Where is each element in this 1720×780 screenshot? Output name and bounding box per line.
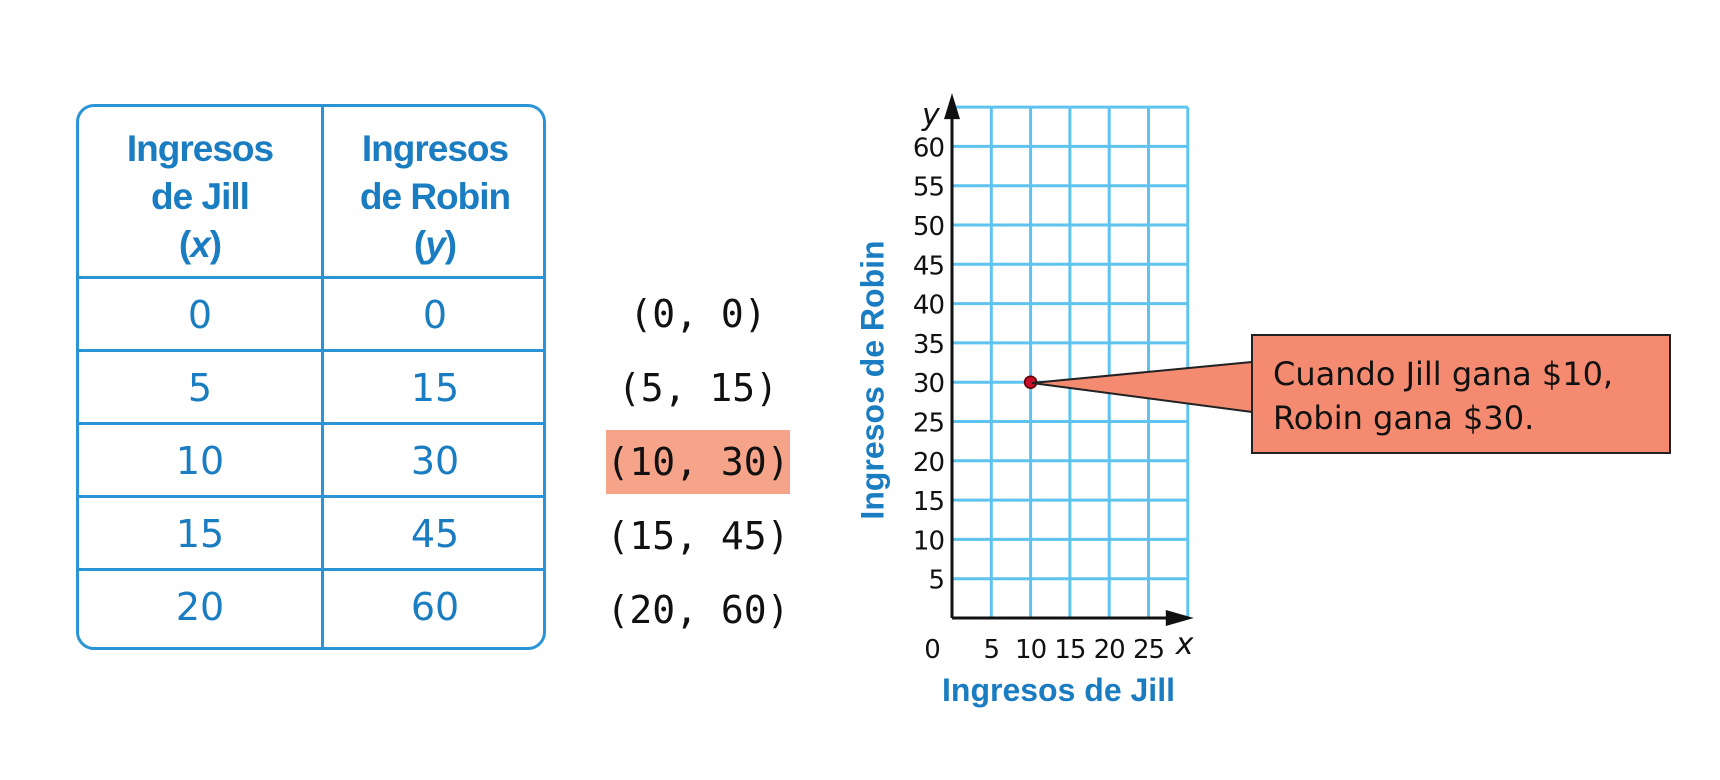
header-robin: Ingresos de Robin (y) — [324, 125, 543, 269]
x-tick-label: 0 — [924, 635, 940, 665]
table-cell-y: 0 — [422, 293, 448, 337]
table-cell-x: 0 — [187, 293, 213, 337]
table-cell-y: 60 — [410, 585, 460, 629]
y-tick-label: 55 — [913, 173, 944, 203]
data-table: Ingresos de Jill (x) Ingresos de Robin (… — [76, 104, 546, 650]
table-row-divider — [79, 276, 543, 279]
callout-box: Cuando Jill gana $10, Robin gana $30. — [1251, 334, 1671, 454]
table-cell-x: 5 — [187, 366, 213, 410]
header-robin-line-2: de Robin — [359, 176, 511, 217]
x-axis-variable: x — [1175, 627, 1194, 662]
y-tick-label: 35 — [913, 330, 944, 360]
table-cell-y: 30 — [410, 439, 460, 483]
table-row-divider — [79, 422, 543, 425]
ordered-pair-highlighted: (10, 30) — [606, 430, 790, 494]
header-jill-var-letter: x — [190, 224, 211, 265]
table-cell-x: 15 — [175, 512, 225, 556]
y-tick-label: 5 — [928, 566, 944, 596]
header-jill: Ingresos de Jill (x) — [79, 125, 321, 269]
y-axis-variable: y — [921, 98, 941, 133]
y-tick-label: 20 — [913, 448, 944, 478]
y-tick-label: 10 — [913, 526, 944, 556]
grid-lines — [952, 105, 1190, 618]
y-tick-label: 50 — [913, 212, 944, 242]
ordered-pair: (0, 0) — [629, 292, 767, 336]
header-jill-var: (x) — [178, 224, 222, 265]
axes — [944, 93, 1194, 626]
header-robin-var-letter: y — [425, 224, 446, 265]
ordered-pair: (20, 60) — [606, 588, 790, 632]
coordinate-grid-chart: y x 5 10 15 20 25 30 35 40 45 50 55 60 0 5 10 15 20 25 — [913, 93, 1194, 665]
y-tick-label: 45 — [913, 251, 944, 281]
table-cell-x: 10 — [175, 439, 225, 483]
callout-line-2: Robin gana $30. — [1273, 399, 1535, 437]
x-tick-label: 15 — [1054, 635, 1085, 665]
header-jill-line-2: de Jill — [151, 176, 250, 217]
table-row-divider — [79, 349, 543, 352]
callout-line-1: Cuando Jill gana $10, — [1273, 355, 1614, 393]
tick-labels: y x 5 10 15 20 25 30 35 40 45 50 55 60 0 5 10 15 20 25 — [913, 98, 1194, 665]
ordered-pair: (15, 45) — [606, 514, 790, 558]
table-row-divider — [79, 568, 543, 571]
x-axis-arrow — [1165, 610, 1194, 626]
x-axis-title: Ingresos de Jill — [942, 672, 1175, 708]
ordered-pair: (5, 15) — [617, 366, 779, 410]
table-cell-y: 15 — [410, 366, 460, 410]
callout-pointer — [1031, 360, 1253, 414]
y-tick-label: 30 — [913, 369, 944, 399]
y-axis-arrow — [944, 93, 960, 120]
x-tick-label: 20 — [1094, 635, 1125, 665]
y-tick-label: 15 — [913, 487, 944, 517]
x-tick-label: 10 — [1015, 635, 1046, 665]
x-tick-label: 5 — [984, 635, 1000, 665]
header-robin-var: (y) — [413, 224, 457, 265]
y-tick-label: 40 — [913, 291, 944, 321]
table-column-divider — [321, 107, 324, 647]
x-tick-label: 25 — [1133, 635, 1164, 665]
table-row-divider — [79, 495, 543, 498]
table-cell-y: 45 — [410, 512, 460, 556]
header-jill-line-1: Ingresos — [126, 128, 274, 169]
y-tick-label: 25 — [913, 409, 944, 439]
table-cell-x: 20 — [175, 585, 225, 629]
header-robin-line-1: Ingresos — [361, 128, 509, 169]
y-tick-label: 60 — [913, 133, 944, 163]
